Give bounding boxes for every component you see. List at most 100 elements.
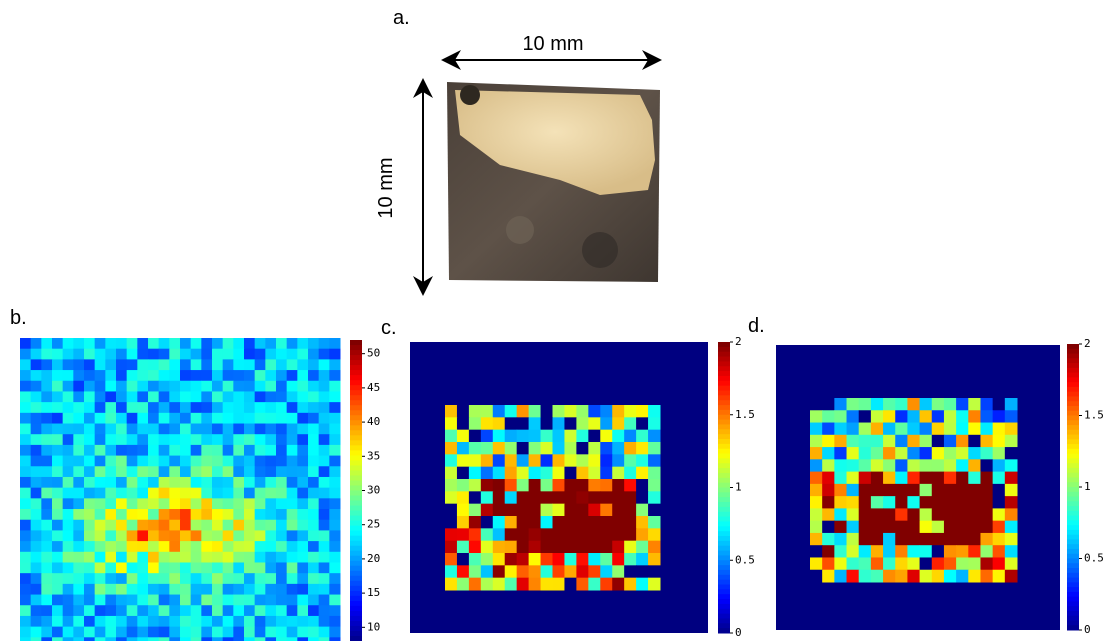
heatmap-cell xyxy=(552,577,565,591)
heatmap-cell xyxy=(329,391,341,403)
heatmap-cell xyxy=(30,423,42,435)
heatmap-cell xyxy=(968,557,981,571)
heatmap-cell xyxy=(834,447,848,460)
colorbar-segment xyxy=(350,350,362,356)
colorbar-segment xyxy=(718,453,730,459)
heatmap-cell xyxy=(201,402,213,414)
heatmap-cell xyxy=(895,447,908,460)
heatmap-cell xyxy=(1004,398,1018,411)
heatmap-cell xyxy=(126,519,138,531)
heatmap-cell xyxy=(636,491,649,505)
heatmap-cell xyxy=(105,637,117,641)
heatmap-cell xyxy=(222,444,234,457)
heatmap-cell xyxy=(297,391,309,403)
heatmap-cell xyxy=(286,412,298,425)
heatmap-cell xyxy=(105,498,117,510)
heatmap-cell xyxy=(158,594,170,606)
heatmap-cell xyxy=(1004,447,1018,460)
heatmap-cell xyxy=(148,476,160,489)
heatmap-cell xyxy=(20,476,32,489)
heatmap-cell xyxy=(212,402,224,414)
heatmap-cell xyxy=(870,483,884,497)
colorbar-segment xyxy=(350,630,362,637)
heatmap-cell xyxy=(105,466,117,478)
heatmap-cell xyxy=(62,402,74,414)
heatmap-cell xyxy=(919,398,933,411)
colorbar-tick-label: 1.5 xyxy=(735,408,755,421)
heatmap-cell xyxy=(30,455,42,467)
heatmap-cell xyxy=(180,402,192,414)
heatmap-cell xyxy=(1004,508,1018,522)
heatmap-cell xyxy=(201,615,213,628)
heatmap-cell xyxy=(201,605,213,617)
heatmap-cell xyxy=(180,626,192,638)
heatmap-cell xyxy=(84,370,96,382)
colorbar-tick-label: 1 xyxy=(1084,480,1091,493)
heatmap-cell xyxy=(980,398,994,411)
heatmap-cell xyxy=(528,565,542,579)
heatmap-cell xyxy=(456,553,470,566)
colorbar-segment xyxy=(1067,353,1079,359)
colorbar-segment xyxy=(350,540,362,547)
heatmap-cell xyxy=(943,434,957,448)
heatmap-cell xyxy=(190,455,202,467)
colorbar-segment xyxy=(718,628,730,634)
heatmap-cell xyxy=(468,405,482,418)
colorbar-segment xyxy=(1067,401,1079,407)
colorbar-segment xyxy=(718,565,730,571)
colorbar-segment xyxy=(1067,415,1079,421)
heatmap-cell xyxy=(810,520,823,534)
heatmap-cell xyxy=(870,434,884,448)
heatmap-cell xyxy=(158,530,170,542)
heatmap-cell xyxy=(600,577,613,591)
heatmap-cell xyxy=(158,519,170,531)
heatmap-cell xyxy=(516,454,530,468)
heatmap-cell xyxy=(244,476,256,489)
heatmap-cell xyxy=(222,370,234,382)
heatmap-cell xyxy=(180,444,192,457)
heatmap-cell xyxy=(265,509,277,521)
heatmap-cell xyxy=(265,434,277,446)
heatmap-cell xyxy=(116,530,128,542)
heatmap-cell xyxy=(504,528,518,542)
heatmap-cell xyxy=(94,466,106,478)
heatmap-cell xyxy=(329,541,341,553)
heatmap-cell xyxy=(265,348,277,360)
heatmap-cell xyxy=(233,338,245,350)
heatmap-cell xyxy=(858,545,872,558)
height-label: 10 mm xyxy=(375,157,397,218)
heatmap-cell xyxy=(169,594,181,606)
heatmap-cell xyxy=(504,466,518,480)
heatmap-cell xyxy=(148,466,160,478)
heatmap-cell xyxy=(456,528,470,542)
colorbar-segment xyxy=(350,520,362,527)
heatmap-cell xyxy=(980,557,994,571)
heatmap-cell xyxy=(276,637,288,641)
heatmap-cell xyxy=(276,476,288,489)
heatmap-cell xyxy=(329,338,341,350)
heatmap-cell xyxy=(201,476,213,489)
heatmap-cell xyxy=(895,520,908,534)
heatmap-cell xyxy=(931,434,945,448)
heatmap-cell xyxy=(308,348,320,360)
heatmap-cell xyxy=(265,402,277,414)
heatmap-cell xyxy=(492,479,506,492)
heatmap-cell xyxy=(158,509,170,521)
heatmap-cell xyxy=(528,405,542,418)
heatmap-cell xyxy=(540,442,553,455)
colorbar-segment xyxy=(1067,491,1079,498)
heatmap-cell xyxy=(52,626,64,638)
heatmap-cell xyxy=(212,434,224,446)
heatmap-cell xyxy=(105,338,117,350)
heatmap-cell xyxy=(41,380,53,392)
heatmap-cell xyxy=(480,442,494,455)
colorbar-segment xyxy=(718,608,730,615)
heatmap-cell xyxy=(308,476,320,489)
heatmap-cell xyxy=(62,380,74,392)
heatmap-cell xyxy=(190,370,202,382)
heatmap-cell xyxy=(624,417,637,431)
heatmap-cell xyxy=(564,429,577,443)
heatmap-cell xyxy=(254,551,266,563)
heatmap-cell xyxy=(276,359,288,371)
